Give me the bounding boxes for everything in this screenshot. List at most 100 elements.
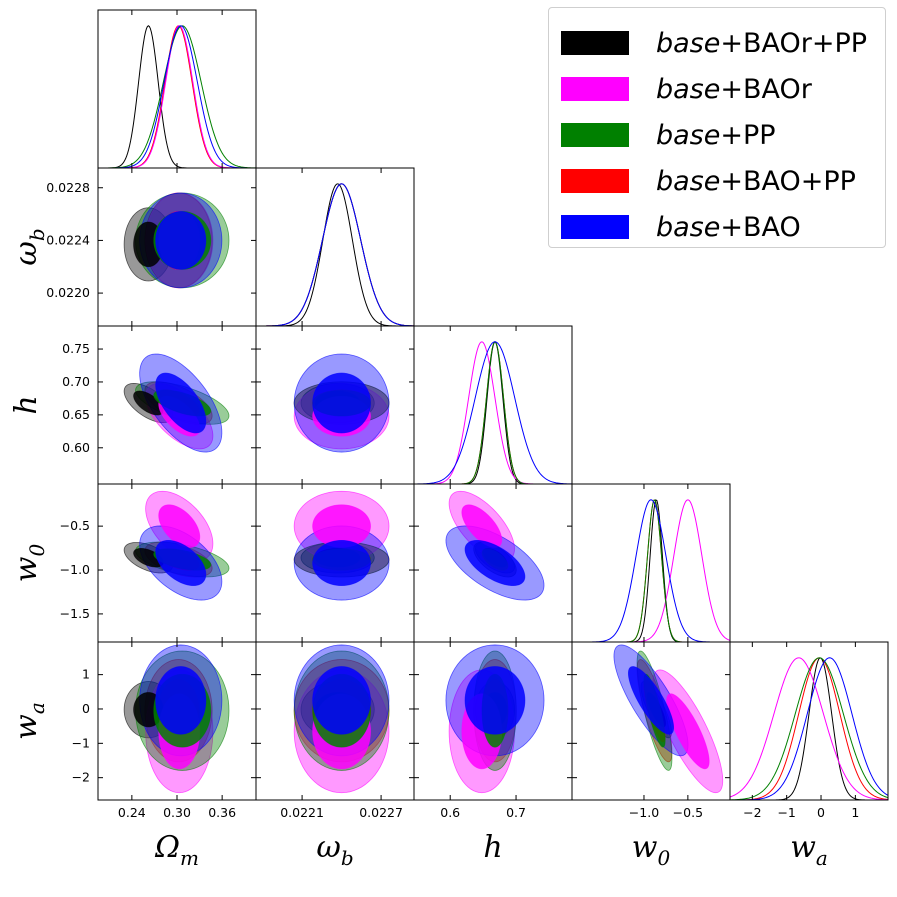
- marginal-curve: [98, 25, 256, 168]
- axis-symbol: ω: [316, 830, 340, 865]
- contour-68: [155, 372, 207, 434]
- marginal-curve: [256, 183, 414, 326]
- y-tick-label: −0.5: [60, 518, 90, 533]
- contour-68: [155, 539, 207, 587]
- x-tick-label: −0.5: [673, 805, 703, 820]
- panel-content: [572, 499, 730, 642]
- y-tick-label: 0: [82, 701, 90, 716]
- panel-4-2: [413, 641, 573, 801]
- panel-4-4: [729, 641, 889, 801]
- panel-content: [730, 657, 888, 800]
- axis-symbol: w: [790, 830, 816, 865]
- contour-68: [627, 666, 675, 735]
- contour-68: [312, 504, 371, 548]
- legend-entry: base+PP: [561, 119, 776, 151]
- axis-symbol: h: [483, 830, 502, 865]
- panel-content: [445, 644, 545, 794]
- axis-symbol: w: [9, 556, 44, 582]
- y-axis-label: w0: [9, 544, 49, 583]
- panel-3-2: [413, 483, 573, 643]
- panel-4-0: [97, 641, 257, 801]
- panel-content: [98, 25, 256, 168]
- legend-swatch: [561, 31, 629, 55]
- contour-68: [312, 372, 371, 434]
- marginal-curve: [730, 657, 888, 800]
- legend-swatch: [561, 169, 629, 193]
- x-tick-label: 0.0227: [359, 805, 403, 820]
- axis-symbol: w: [632, 830, 658, 865]
- x-tick-label: 0.36: [208, 805, 236, 820]
- x-tick-label: 1: [851, 805, 859, 820]
- legend-entry: base+BAOr: [561, 73, 812, 105]
- panel-content: [293, 644, 390, 794]
- legend-swatch: [561, 215, 629, 239]
- contour-68: [155, 211, 207, 270]
- legend-entry: base+BAOr+PP: [561, 27, 867, 59]
- y-tick-label: 0.70: [62, 374, 90, 389]
- contour-68: [666, 693, 710, 770]
- marginal-curve: [98, 25, 256, 168]
- legend-suffix: +PP: [720, 119, 776, 151]
- legend-prefix: base: [656, 119, 721, 151]
- axis-subscript: 0: [657, 846, 670, 870]
- panel-content: [123, 490, 230, 601]
- axis-subscript: m: [180, 846, 199, 870]
- legend-suffix: +BAOr: [720, 73, 812, 105]
- contour-68: [461, 504, 503, 548]
- contour-68: [464, 539, 526, 587]
- x-tick-label: −1.0: [629, 805, 659, 820]
- axis-symbol: Ω: [154, 830, 180, 865]
- contour-68: [312, 666, 371, 735]
- axis-subscript: a: [816, 846, 828, 870]
- panel-3-0: [97, 483, 257, 643]
- y-axis-label: wa: [9, 702, 49, 740]
- panel-2-2: [413, 325, 573, 485]
- legend-suffix: +BAO+PP: [720, 165, 856, 197]
- x-tick-label: −1: [777, 805, 795, 820]
- legend-entry: base+BAO+PP: [561, 165, 856, 197]
- panel-3-1: [255, 483, 415, 643]
- legend-suffix: +BAO: [720, 211, 801, 243]
- x-axis-label: ωb: [316, 830, 353, 870]
- axis-subscript: 0: [25, 544, 49, 557]
- marginal-curve: [414, 341, 572, 484]
- panel-frame: [97, 9, 257, 169]
- legend: base+BAOr+PP base+BAOr base+PP base+BAO+…: [548, 7, 886, 248]
- x-tick-label: 0.30: [163, 805, 191, 820]
- marginal-curve: [414, 341, 572, 484]
- legend-swatch: [561, 77, 629, 101]
- contour-68: [158, 504, 201, 548]
- panel-content: [123, 644, 230, 794]
- axis-subscript: b: [25, 228, 49, 241]
- x-tick-label: 0.24: [118, 805, 146, 820]
- x-axis-label: Ωm: [154, 830, 199, 870]
- marginal-curve: [98, 25, 256, 168]
- marginal-curve: [730, 657, 888, 800]
- panel-frame: [571, 483, 731, 643]
- contour-68: [464, 666, 526, 735]
- panel-content: [123, 353, 230, 453]
- x-axis-label: w0: [632, 830, 671, 870]
- y-tick-label: 1: [82, 667, 90, 682]
- panel-2-0: [97, 325, 257, 485]
- x-tick-label: 0: [817, 805, 825, 820]
- marginal-curve: [256, 183, 414, 326]
- y-tick-label: 0.60: [62, 440, 90, 455]
- legend-prefix: base: [656, 211, 721, 243]
- legend-prefix: base: [656, 27, 721, 59]
- panel-2-1: [255, 325, 415, 485]
- panel-frame: [729, 641, 889, 801]
- axis-symbol: ω: [9, 241, 44, 265]
- legend-swatch: [561, 123, 629, 147]
- x-tick-label: −2: [743, 805, 761, 820]
- x-axis-label: wa: [790, 830, 828, 870]
- legend-entry: base+BAO: [561, 211, 801, 243]
- axis-subscript: b: [341, 846, 354, 870]
- marginal-curve: [414, 341, 572, 484]
- y-tick-label: 0.65: [62, 407, 90, 422]
- y-tick-label: 0.0228: [46, 180, 90, 195]
- panel-content: [414, 341, 572, 484]
- marginal-curve: [730, 657, 888, 800]
- y-axis-label: h: [9, 395, 44, 414]
